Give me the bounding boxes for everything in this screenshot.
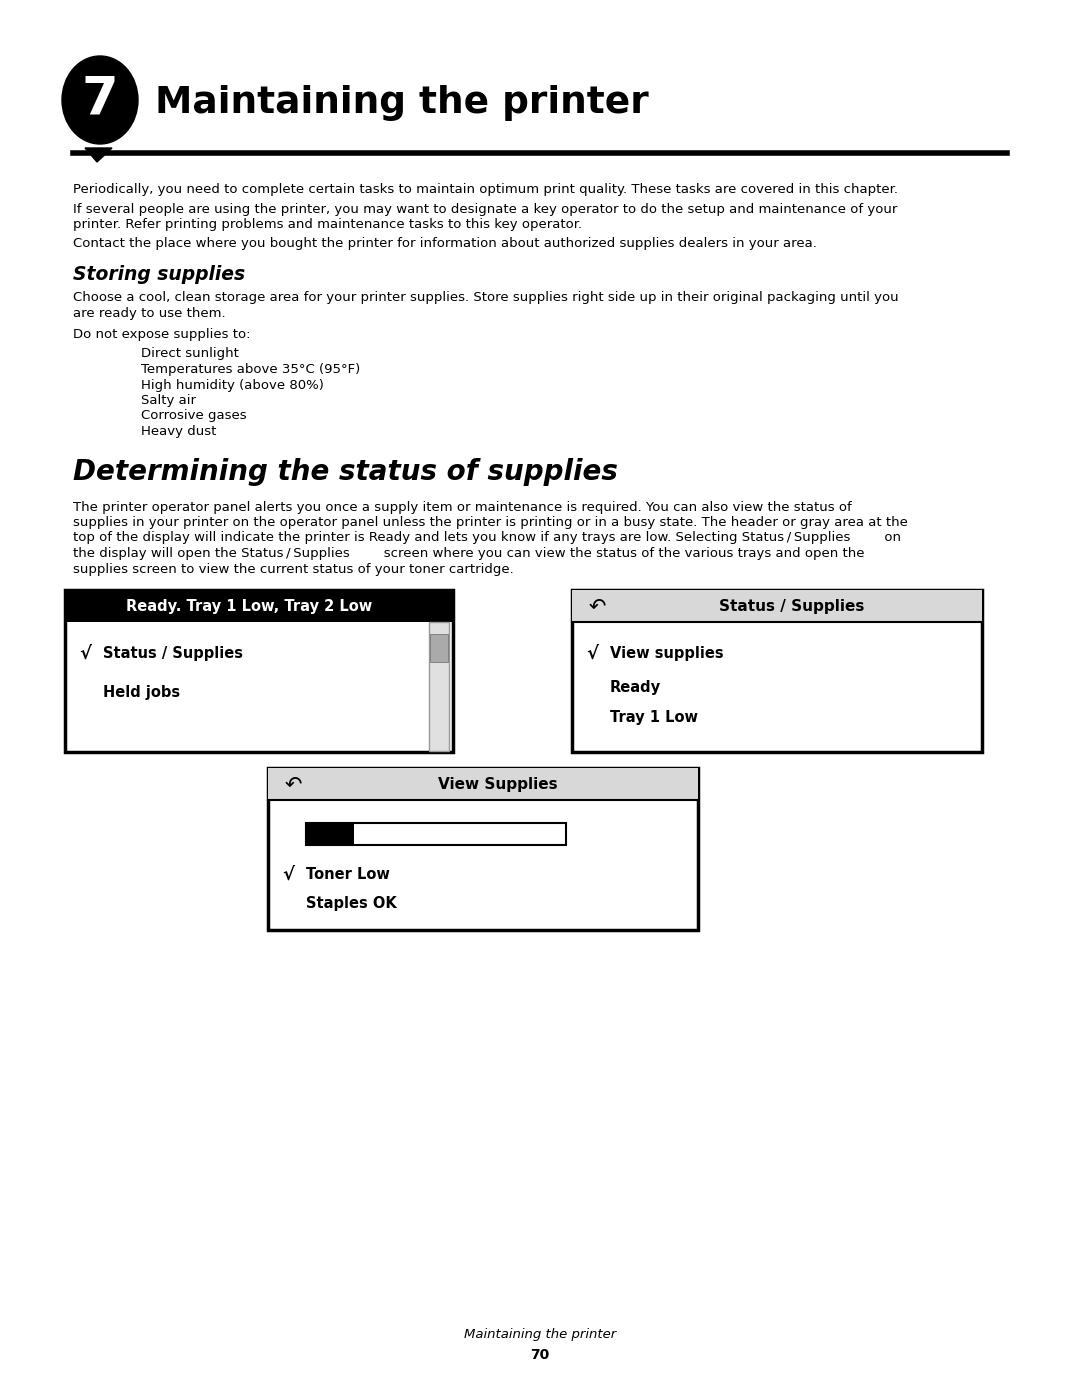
- Text: Salty air: Salty air: [141, 394, 195, 407]
- Text: 70: 70: [530, 1348, 550, 1362]
- Ellipse shape: [62, 56, 138, 144]
- Text: the display will open the Status / Supplies        screen where you can view the: the display will open the Status / Suppl…: [73, 548, 864, 560]
- Text: Determining the status of supplies: Determining the status of supplies: [73, 458, 618, 486]
- Text: The printer operator panel alerts you once a supply item or maintenance is requi: The printer operator panel alerts you on…: [73, 500, 852, 514]
- FancyBboxPatch shape: [268, 768, 698, 800]
- Text: High humidity (above 80%): High humidity (above 80%): [141, 379, 324, 391]
- Text: 7: 7: [82, 74, 119, 126]
- Text: √: √: [79, 645, 91, 664]
- Text: √: √: [586, 645, 598, 664]
- Text: Direct sunlight: Direct sunlight: [141, 348, 239, 360]
- Text: Contact the place where you bought the printer for information about authorized : Contact the place where you bought the p…: [73, 237, 816, 250]
- Text: √: √: [282, 866, 294, 884]
- Text: Storing supplies: Storing supplies: [73, 265, 245, 284]
- FancyBboxPatch shape: [65, 590, 453, 752]
- Polygon shape: [85, 148, 112, 162]
- Text: top of the display will indicate the printer is Ready and lets you know if any t: top of the display will indicate the pri…: [73, 531, 901, 545]
- Text: Status / Supplies: Status / Supplies: [719, 598, 865, 613]
- FancyBboxPatch shape: [65, 590, 453, 622]
- Text: View supplies: View supplies: [610, 645, 724, 661]
- Text: Held jobs: Held jobs: [103, 685, 180, 700]
- Text: Staples OK: Staples OK: [306, 895, 396, 911]
- Text: View Supplies: View Supplies: [438, 777, 557, 792]
- Text: Heavy dust: Heavy dust: [141, 425, 216, 439]
- FancyBboxPatch shape: [306, 823, 354, 845]
- Text: ↶: ↶: [589, 597, 606, 616]
- Text: Corrosive gases: Corrosive gases: [141, 409, 246, 422]
- Text: Periodically, you need to complete certain tasks to maintain optimum print quali: Periodically, you need to complete certa…: [73, 183, 897, 196]
- Text: supplies in your printer on the operator panel unless the printer is printing or: supplies in your printer on the operator…: [73, 515, 908, 529]
- Text: Do not expose supplies to:: Do not expose supplies to:: [73, 328, 251, 341]
- FancyBboxPatch shape: [268, 768, 698, 930]
- FancyBboxPatch shape: [306, 823, 566, 845]
- Text: Ready: Ready: [610, 680, 661, 694]
- Text: ↶: ↶: [284, 774, 301, 793]
- Text: Tray 1 Low: Tray 1 Low: [610, 710, 698, 725]
- Text: are ready to use them.: are ready to use them.: [73, 306, 226, 320]
- Text: Choose a cool, clean storage area for your printer supplies. Store supplies righ: Choose a cool, clean storage area for yo…: [73, 291, 899, 305]
- Text: Status / Supplies: Status / Supplies: [103, 645, 243, 661]
- FancyBboxPatch shape: [430, 634, 448, 662]
- Text: Temperatures above 35°C (95°F): Temperatures above 35°C (95°F): [141, 363, 361, 376]
- FancyBboxPatch shape: [572, 590, 982, 622]
- Text: Ready. Tray 1 Low, Tray 2 Low: Ready. Tray 1 Low, Tray 2 Low: [126, 598, 373, 613]
- FancyBboxPatch shape: [429, 622, 449, 752]
- Text: Maintaining the printer: Maintaining the printer: [156, 85, 649, 122]
- Text: Maintaining the printer: Maintaining the printer: [464, 1329, 616, 1341]
- Text: If several people are using the printer, you may want to designate a key operato: If several people are using the printer,…: [73, 203, 897, 215]
- Text: Toner Low: Toner Low: [306, 868, 390, 882]
- Text: supplies screen to view the current status of your toner cartridge.: supplies screen to view the current stat…: [73, 563, 514, 576]
- Text: printer. Refer printing problems and maintenance tasks to this key operator.: printer. Refer printing problems and mai…: [73, 218, 582, 231]
- FancyBboxPatch shape: [572, 590, 982, 752]
